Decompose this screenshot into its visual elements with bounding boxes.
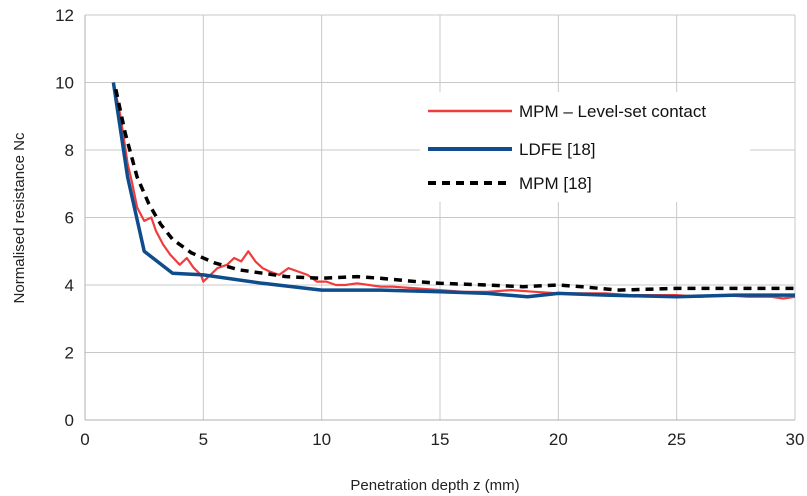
legend-label-level-set: MPM – Level-set contact [519,102,706,121]
x-tick-label: 0 [80,430,89,449]
x-tick-label: 30 [786,430,805,449]
y-axis-title: Normalised resistance Nc [11,132,28,303]
series-ldfe [111,82,795,299]
legend: MPM – Level-set contact LDFE [18] MPM [1… [420,92,750,202]
y-tick-label: 6 [65,209,74,228]
series [111,82,796,300]
x-tick-label: 25 [667,430,686,449]
y-tick-label: 4 [65,276,74,295]
y-tick-label: 10 [55,74,74,93]
grid [85,14,796,420]
legend-label-ldfe: LDFE [18] [519,140,596,159]
tick-labels: 0 5 10 15 20 25 30 0 2 4 6 8 10 12 [55,6,804,449]
y-tick-label: 0 [65,411,74,430]
series-mpm [114,88,795,292]
legend-label-mpm: MPM [18] [519,174,592,193]
y-tick-label: 12 [55,6,74,25]
x-tick-label: 20 [549,430,568,449]
y-tick-label: 2 [65,344,74,363]
x-tick-label: 15 [431,430,450,449]
x-axis-title: Penetration depth z (mm) [350,477,519,494]
axes [84,15,795,421]
x-tick-label: 5 [199,430,208,449]
y-tick-label: 8 [65,141,74,160]
x-tick-label: 10 [312,430,331,449]
